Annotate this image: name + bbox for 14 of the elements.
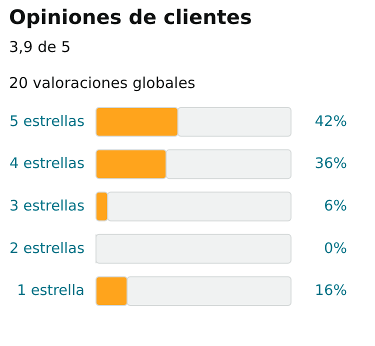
y-tick-label: 5 estrellas xyxy=(9,114,84,130)
y-tick-label: 2 estrellas xyxy=(9,240,84,257)
data-label: 16% xyxy=(314,283,347,300)
data-label: 0% xyxy=(324,240,347,257)
y-tick-label: 4 estrellas xyxy=(9,156,84,172)
bar xyxy=(96,234,292,264)
data-label: 36% xyxy=(314,156,347,172)
y-tick-label: 3 estrellas xyxy=(9,198,84,214)
data-label: 42% xyxy=(314,114,347,130)
y-tick-label: 1 estrella xyxy=(16,283,84,300)
text: 20 valoraciones globales xyxy=(8,74,196,92)
text: 3,9 de 5 xyxy=(8,38,71,56)
data-label: 6% xyxy=(324,198,347,214)
chart-title: Opiniones de clientes xyxy=(8,5,252,29)
